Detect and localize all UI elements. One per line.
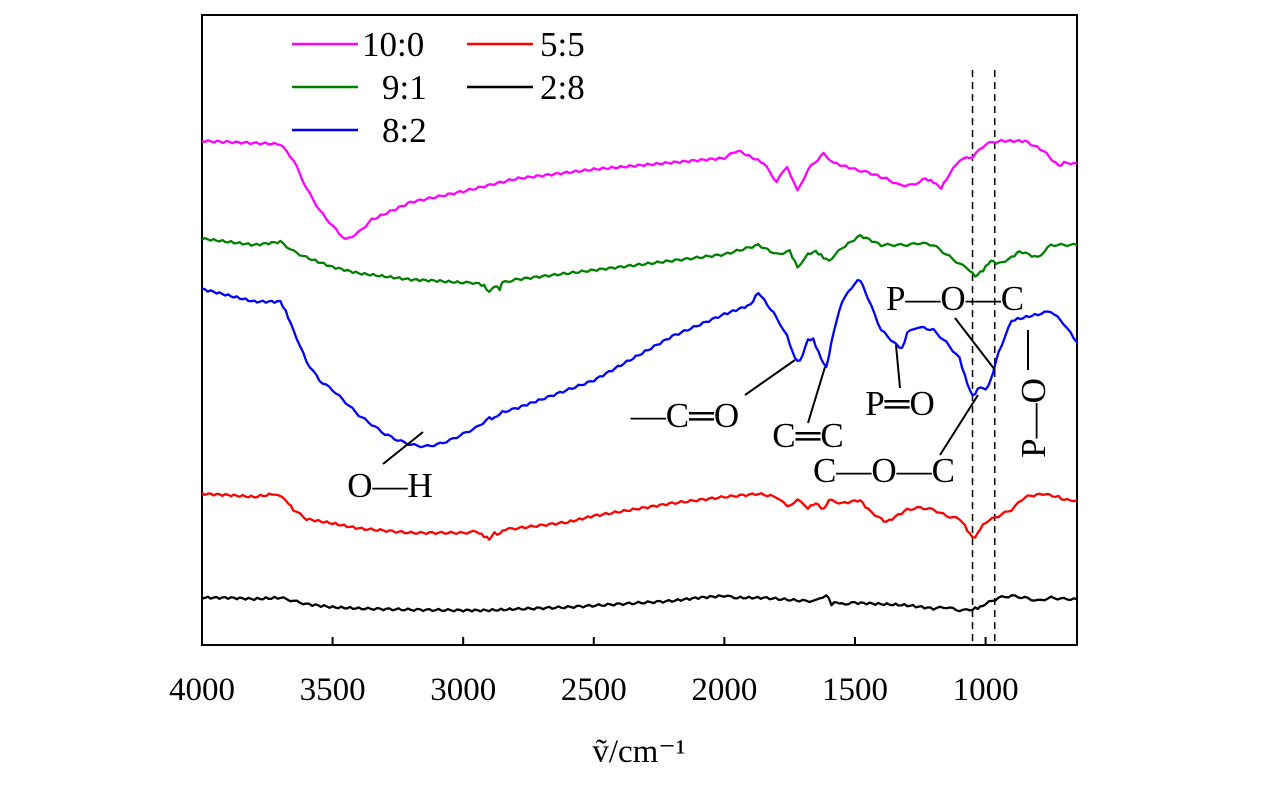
legend-label-5-5: 5:5	[540, 25, 585, 64]
annotation-leader-2	[807, 366, 826, 424]
legend-label-9-1: 9:1	[382, 68, 427, 107]
series-line-5-5	[201, 491, 1078, 541]
series-line-8-2	[201, 278, 1078, 449]
legend-label-10-0: 10:0	[362, 25, 424, 64]
annotation-label-3: P═O	[865, 384, 935, 423]
annotation-label-6: P—O	[1014, 378, 1053, 458]
annotation-leader-5	[954, 317, 996, 371]
x-axis-label: ṽ/cm⁻¹	[592, 734, 685, 770]
series-lines	[201, 138, 1078, 613]
series-line-9-1	[201, 233, 1078, 294]
series-line-2-8	[201, 594, 1078, 613]
x-tick-label-2500: 2500	[561, 672, 627, 708]
plot-frame	[201, 14, 1078, 646]
x-tick-label-3500: 3500	[300, 672, 366, 708]
x-tick-label-3000: 3000	[430, 672, 496, 708]
legend-label-2-8: 2:8	[540, 68, 585, 107]
reference-lines	[971, 70, 996, 645]
legend-label-8-2: 8:2	[382, 111, 427, 150]
annotation-label-5: P—O—C	[886, 279, 1024, 318]
annotation-label-0: O—H	[347, 466, 433, 505]
annotation-leader-4	[939, 394, 979, 456]
annotation-label-1: —C═O	[630, 396, 739, 435]
annotation-leader-3	[895, 344, 901, 389]
legend: 10:0 9:1 8:2 5:5 2:8	[292, 25, 585, 150]
annotation-leader-1	[744, 359, 796, 396]
annotation-label-2: C═C	[772, 416, 844, 455]
annotation-label-4: C—O—C	[813, 451, 955, 490]
x-tick-label-2000: 2000	[691, 672, 757, 708]
x-tick-label-1000: 1000	[953, 672, 1019, 708]
series-line-10-0	[201, 138, 1078, 241]
x-tick-label-4000: 4000	[169, 672, 235, 708]
x-tick-label-1500: 1500	[822, 672, 888, 708]
x-axis-ticks: 4000 3500 3000 2500 2000 1500 1000	[169, 637, 1019, 708]
annotations: O—H —C═O C═C P═O C—O—C P—O—C P—O	[347, 279, 1053, 505]
annotation-leader-0	[382, 431, 424, 465]
